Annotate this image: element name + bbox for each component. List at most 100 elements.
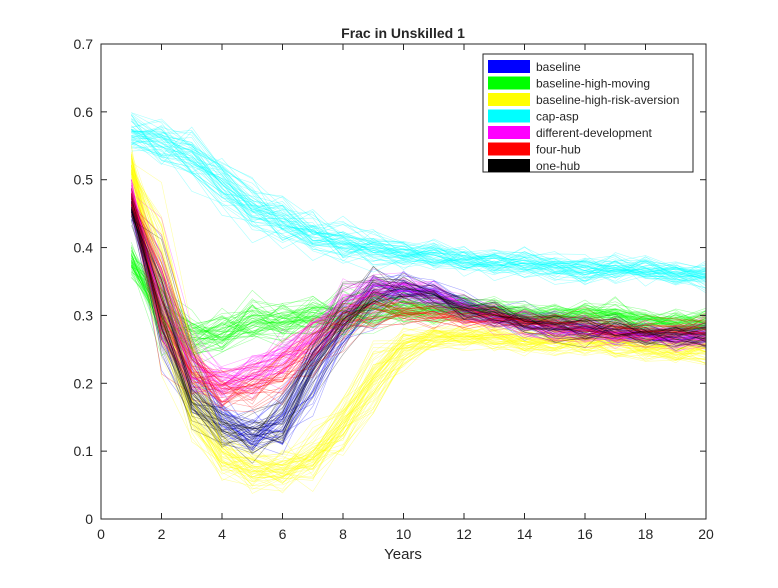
series-run-line — [131, 154, 707, 487]
series-run-line — [131, 135, 707, 292]
legend-label: baseline — [536, 60, 581, 74]
series-run-line — [131, 129, 707, 275]
series-run-line — [131, 263, 707, 350]
series-run-line — [131, 246, 707, 355]
series-run-line — [131, 155, 707, 479]
series-run-line — [131, 161, 707, 471]
series-run-line — [131, 250, 707, 339]
series-run-line — [131, 140, 707, 277]
series-run-line — [131, 139, 707, 278]
series-run-line — [131, 170, 707, 462]
series-run-line — [131, 264, 707, 351]
series-run-line — [131, 259, 707, 337]
series-run-line — [131, 156, 707, 494]
series-run-line — [131, 174, 707, 468]
legend-label: different-development — [536, 126, 653, 140]
series-run-line — [131, 207, 707, 431]
x-tick-label: 0 — [97, 526, 105, 542]
series-run-line — [131, 249, 707, 338]
series-run-line — [131, 213, 707, 396]
series-run-line — [131, 187, 707, 392]
series-run-line — [131, 121, 707, 279]
series-run-line — [131, 198, 707, 464]
series-run-line — [131, 195, 707, 380]
series-run-line — [131, 130, 707, 275]
series-run-line — [131, 153, 707, 492]
series-run-line — [131, 195, 707, 406]
series-run-line — [131, 242, 707, 343]
series-run-line — [131, 205, 707, 403]
series-run-line — [131, 198, 707, 402]
series-run-line — [131, 146, 707, 275]
series-run-line — [131, 218, 707, 441]
series-run-line — [131, 158, 707, 482]
series-run-line — [131, 195, 707, 402]
series-run-line — [131, 112, 707, 279]
series-run-line — [131, 167, 707, 465]
series-run-line — [131, 267, 707, 356]
series-run-line — [131, 136, 707, 285]
series-run-line — [131, 179, 707, 470]
series-run-line — [131, 131, 707, 284]
series-run-line — [131, 202, 707, 433]
series-run-line — [131, 198, 707, 393]
series-run-line — [131, 211, 707, 427]
series-run-line — [131, 183, 707, 378]
series-run-line — [131, 225, 707, 430]
series-run-line — [131, 204, 707, 387]
series-run-line — [131, 210, 707, 455]
series-run-line — [131, 208, 707, 437]
series-run-line — [131, 155, 707, 466]
series-run-line — [131, 207, 707, 448]
series-run-line — [131, 125, 707, 287]
series-run-line — [131, 195, 707, 452]
series-run-line — [131, 188, 707, 387]
series-run-line — [131, 118, 707, 282]
series-run-line — [131, 144, 707, 473]
series-run-line — [131, 152, 707, 487]
y-tick-label: 0.2 — [74, 375, 94, 391]
series-run-line — [131, 152, 707, 479]
series-run-line — [131, 195, 707, 395]
series-run-line — [131, 211, 707, 453]
series-run-line — [131, 205, 707, 447]
series-run-line — [131, 193, 707, 445]
series-run-line — [131, 121, 707, 281]
y-tick-label: 0.1 — [74, 443, 94, 459]
series-run-line — [131, 266, 707, 356]
series-run-line — [131, 179, 707, 391]
series-run-line — [131, 203, 707, 389]
y-tick-label: 0.6 — [74, 104, 94, 120]
series-run-line — [131, 169, 707, 471]
series-run-line — [131, 135, 707, 269]
series-run-line — [131, 129, 707, 282]
series-run-line — [131, 254, 707, 338]
series-run-line — [131, 173, 707, 473]
series-run-line — [131, 171, 707, 475]
series-run-line — [131, 170, 707, 475]
series-run-line — [131, 137, 707, 280]
series-lines-layer — [131, 112, 707, 494]
series-run-line — [131, 210, 707, 441]
series-run-line — [131, 165, 707, 481]
series-run-line — [131, 134, 707, 285]
series-run-line — [131, 211, 707, 439]
series-run-line — [131, 130, 707, 277]
series-run-line — [131, 270, 707, 341]
series-run-line — [131, 209, 707, 442]
series-run-line — [131, 166, 707, 484]
x-tick-label: 14 — [517, 526, 533, 542]
series-run-line — [131, 259, 707, 329]
series-run-line — [131, 201, 707, 394]
series-run-line — [131, 205, 707, 405]
series-run-line — [131, 261, 707, 346]
series-run-line — [131, 173, 707, 478]
series-run-line — [131, 200, 707, 443]
series-run-line — [131, 169, 707, 490]
series-run-line — [131, 192, 707, 395]
series-run-line — [131, 266, 707, 333]
series-run-line — [131, 215, 707, 441]
series-run-line — [131, 175, 707, 469]
series-run-line — [131, 204, 707, 443]
